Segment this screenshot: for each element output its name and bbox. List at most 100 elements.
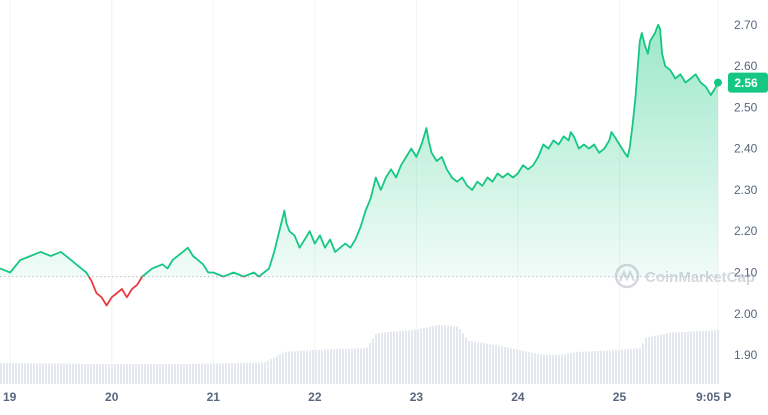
volume-bar <box>306 350 308 384</box>
volume-bar <box>420 328 422 384</box>
volume-bar <box>129 364 131 384</box>
y-tick-label: 2.50 <box>734 100 758 114</box>
y-tick-label: 2.10 <box>734 266 758 280</box>
volume-bar <box>408 330 410 384</box>
volume-bar <box>636 348 638 384</box>
volume-bar <box>360 348 362 384</box>
volume-bar <box>381 332 383 384</box>
volume-bar <box>165 364 167 384</box>
volume-bar <box>516 349 518 384</box>
y-tick-label: 2.40 <box>734 142 758 156</box>
volume-bar <box>681 331 683 384</box>
current-price-dot <box>714 78 722 87</box>
volume-bar <box>393 331 395 384</box>
volume-bar <box>336 349 338 384</box>
volume-bar <box>39 363 41 384</box>
volume-bar <box>675 332 677 384</box>
volume-bar <box>432 326 434 384</box>
volume-bar <box>207 363 209 384</box>
x-tick-label: 19 <box>3 390 17 404</box>
volume-bar <box>558 354 560 384</box>
volume-bar <box>573 352 575 384</box>
volume-bar <box>501 346 503 384</box>
volume-bar <box>258 362 260 384</box>
volume-bar <box>219 363 221 384</box>
x-tick-label: 22 <box>308 390 322 404</box>
volume-bar <box>45 363 47 384</box>
volume-bar <box>714 330 716 384</box>
volume-bar <box>717 330 719 384</box>
volume-bar <box>411 329 413 384</box>
volume-bar <box>567 353 569 384</box>
volume-bar <box>339 349 341 384</box>
volume-bar <box>375 334 377 384</box>
volume-bar <box>279 354 281 384</box>
volume-bar <box>135 364 137 384</box>
volume-bar <box>120 364 122 384</box>
volume-bar <box>606 350 608 384</box>
volume-bar <box>684 331 686 384</box>
volume-bar <box>678 332 680 384</box>
volume-bar <box>651 336 653 384</box>
volume-bar <box>654 335 656 384</box>
volume-bar <box>249 362 251 384</box>
volume-bar <box>618 349 620 384</box>
x-tick-label: 24 <box>511 390 525 404</box>
volume-bar <box>549 354 551 384</box>
volume-bar <box>372 338 374 384</box>
volume-bar <box>615 350 617 384</box>
volume-bar <box>519 350 521 384</box>
x-tick-label: 25 <box>613 390 627 404</box>
volume-bar <box>60 363 62 384</box>
volume-bar <box>645 337 647 384</box>
volume-bar <box>255 362 257 384</box>
volume-bar <box>294 351 296 384</box>
volume-bar <box>309 350 311 384</box>
volume-bar <box>555 354 557 384</box>
volume-bar <box>3 362 5 384</box>
volume-bar <box>582 351 584 384</box>
volume-bar <box>396 331 398 384</box>
volume-bar <box>591 351 593 384</box>
volume-bar <box>378 332 380 384</box>
y-axis: 1.90 2.00 2.10 2.20 2.30 2.40 2.50 2.60 2.70 <box>734 18 758 362</box>
volume-bar <box>6 362 8 384</box>
volume-bar <box>216 363 218 384</box>
volume-bar <box>90 363 92 384</box>
volume-bar <box>390 331 392 384</box>
volume-bar <box>447 325 449 384</box>
volume-bar <box>570 353 572 384</box>
current-price-label: 2.56 <box>734 76 758 90</box>
volume-bar <box>477 342 479 384</box>
price-area <box>0 24 718 277</box>
volume-bar <box>642 343 644 384</box>
volume-bar <box>12 363 14 384</box>
volume-bar <box>147 364 149 384</box>
volume-bar <box>324 349 326 384</box>
volume-bar <box>444 325 446 384</box>
volume-bar <box>75 363 77 384</box>
volume-bar <box>234 363 236 384</box>
volume-bar <box>105 364 107 384</box>
volume-bar <box>327 349 329 384</box>
volume-bar <box>696 331 698 384</box>
x-tick-label: 23 <box>410 390 424 404</box>
volume-bar <box>522 350 524 384</box>
volume-bar <box>534 353 536 384</box>
volume-bar <box>585 351 587 384</box>
volume-bar <box>330 349 332 384</box>
volume-bar <box>72 363 74 384</box>
volume-bar <box>357 348 359 384</box>
volume-bar <box>456 326 458 384</box>
volume-bar <box>603 350 605 384</box>
volume-bar <box>162 364 164 384</box>
volume-bar <box>285 351 287 384</box>
volume-bar <box>504 346 506 384</box>
volume-bar <box>63 363 65 384</box>
volume-bar <box>450 325 452 384</box>
volume-bar <box>33 363 35 384</box>
volume-bar <box>669 332 671 384</box>
volume-bar <box>132 364 134 384</box>
